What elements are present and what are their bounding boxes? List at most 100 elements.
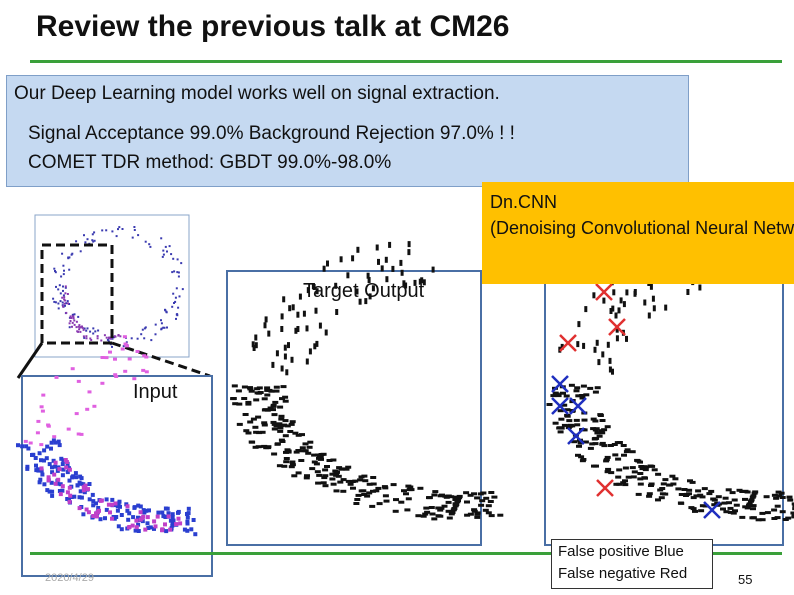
input-hit	[52, 435, 57, 439]
output-hit	[616, 468, 623, 472]
output-hit	[595, 339, 599, 346]
target-hit	[313, 462, 320, 466]
overview-hit	[66, 300, 69, 303]
output-hit	[721, 501, 728, 505]
target-hit	[477, 492, 484, 496]
target-hit	[364, 494, 371, 498]
input-hit	[178, 521, 183, 526]
input-hit	[45, 444, 50, 449]
target-hit	[256, 431, 263, 435]
output-hit	[701, 487, 708, 491]
target-hit	[254, 342, 258, 349]
input-hit	[170, 512, 175, 517]
input-hit	[67, 467, 72, 472]
overview-hit	[113, 335, 116, 338]
overview-hit	[90, 339, 93, 341]
output-hit	[576, 444, 582, 448]
output-hit	[625, 289, 629, 296]
target-hit	[317, 455, 324, 459]
input-hit	[53, 481, 58, 486]
target-hit	[335, 474, 342, 478]
summary-box	[6, 75, 689, 187]
output-hit	[563, 394, 570, 398]
target-hit	[382, 486, 389, 490]
input-hit	[127, 357, 132, 361]
input-hit	[144, 355, 149, 359]
input-hit	[138, 504, 143, 509]
input-hit	[91, 503, 96, 508]
output-hit	[686, 492, 692, 496]
input-hit	[182, 527, 187, 532]
input-hit	[145, 515, 150, 520]
target-hit	[313, 343, 317, 350]
target-hit	[400, 269, 404, 276]
output-hit	[601, 351, 605, 358]
overview-hit	[53, 300, 56, 303]
output-hit	[759, 518, 766, 522]
target-hit	[322, 265, 326, 272]
target-hit	[302, 449, 309, 453]
output-hit	[581, 428, 588, 432]
input-hit	[52, 472, 57, 477]
target-hit	[337, 480, 344, 484]
output-hit	[622, 301, 626, 308]
input-hit	[99, 498, 104, 503]
input-hit	[30, 453, 34, 457]
overview-hit	[73, 323, 76, 326]
input-hit	[171, 519, 176, 524]
output-hit	[639, 467, 646, 471]
input-hit	[90, 492, 95, 497]
input-hit	[161, 514, 166, 519]
output-hit	[723, 510, 730, 514]
input-hit	[130, 523, 135, 528]
input-hit	[40, 409, 45, 413]
overview-hit	[93, 239, 96, 242]
target-hit	[236, 422, 243, 426]
input-hit	[38, 477, 43, 482]
overview-hit	[72, 315, 75, 318]
target-hit	[350, 486, 356, 490]
output-hit	[744, 506, 751, 510]
output-hit	[702, 504, 709, 508]
output-hit	[602, 297, 606, 304]
overview-hit	[160, 327, 163, 330]
false-positive-marker	[551, 375, 569, 393]
input-hit	[132, 505, 137, 510]
overview-hit	[79, 330, 82, 333]
target-hit	[265, 446, 272, 450]
output-hit	[560, 343, 564, 350]
target-hit	[236, 402, 243, 406]
acceptance-text: Signal Acceptance 99.0% Background Rejec…	[28, 123, 515, 144]
overview-hit	[71, 325, 73, 328]
overview-hit	[92, 327, 95, 330]
target-hit	[298, 459, 305, 462]
target-hit	[479, 499, 486, 503]
input-hit	[176, 516, 181, 521]
input-hit	[76, 379, 81, 383]
output-hit	[587, 446, 594, 450]
target-hit	[308, 348, 312, 355]
overview-hit	[78, 328, 81, 331]
input-hit	[49, 480, 54, 485]
target-hit	[302, 310, 306, 317]
target-hit	[283, 344, 287, 351]
target-hit	[271, 422, 278, 426]
overview-hit	[117, 334, 120, 336]
overview-hit	[65, 302, 68, 305]
overview-hit	[63, 269, 65, 272]
overview-hit	[85, 337, 88, 340]
target-hit	[357, 478, 364, 482]
target-hit	[288, 422, 295, 426]
output-hit	[593, 464, 599, 468]
output-hit	[617, 307, 621, 314]
output-hit	[604, 470, 611, 474]
output-hit	[604, 455, 611, 459]
input-hit	[77, 506, 82, 511]
output-hit	[615, 457, 622, 461]
marker-legend: False positive Blue False negative Red	[551, 539, 713, 589]
target-hit	[407, 241, 411, 248]
target-hit	[491, 495, 498, 499]
false-negative-marker	[559, 334, 577, 352]
output-hit	[575, 453, 581, 457]
